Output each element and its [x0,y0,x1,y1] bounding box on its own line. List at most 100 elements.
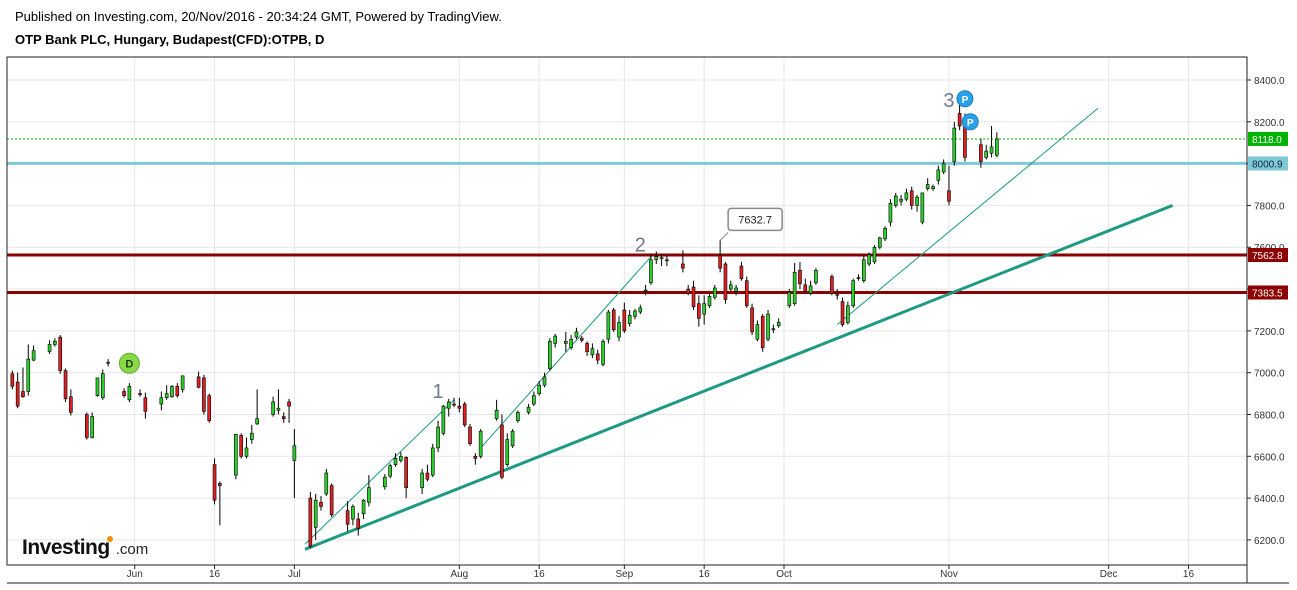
candle [250,424,254,444]
candle [143,392,148,419]
candle-body-down [452,403,456,406]
candle [638,304,643,315]
candle [388,463,392,479]
pivot-marker: P [961,113,979,131]
y-tick-label: 7800.0 [1254,201,1285,212]
candle-body-up [548,341,552,369]
candle [441,405,446,436]
marker-text: P [962,95,969,106]
candle-body-down [10,373,15,387]
candle-body-up [516,412,520,422]
candle-body-up [627,314,632,324]
wave-label: 1 [433,381,444,403]
candle-body-up [814,269,818,284]
candle [313,493,318,540]
candle [920,192,925,225]
horizontal-levels [7,138,1247,294]
resistance-price-tag-bg [1248,248,1288,263]
candle-body-up [505,439,510,465]
candle [356,512,361,536]
candle-body-up [755,324,760,340]
candle-body-up [925,184,930,190]
candle [10,370,15,390]
candle [31,345,36,362]
candle [947,165,951,206]
candle [904,188,909,202]
candle-body-up [234,434,238,476]
candle [69,389,73,416]
candle [750,303,754,336]
candle [281,412,286,423]
candle-body-down [723,263,728,300]
candle-body-down [457,405,462,409]
candle [622,302,627,333]
candle [308,491,313,549]
candle [681,250,685,273]
candle [617,316,621,342]
candle [537,381,541,396]
candle [106,359,110,367]
candle-body-up [532,395,536,405]
candle-body-up [734,287,738,292]
candle-body-up [324,472,329,495]
candle [202,374,206,415]
candle-body-down [196,376,201,388]
candle-body-up [180,375,185,390]
candle [452,397,456,408]
candle [883,226,887,241]
candle-body-up [893,195,898,206]
candle [138,389,142,397]
candle [170,385,174,398]
x-tick-label: Sep [615,569,633,580]
support-price-tag-bg [1248,156,1288,171]
candle [367,475,371,507]
candle [899,194,903,206]
candle [590,343,595,359]
candle [63,368,68,402]
candle-body-up [563,341,568,344]
candle-body-up [952,127,957,162]
candle [649,253,653,285]
candle [957,100,962,131]
candle [835,289,840,300]
candle-body-down [686,288,691,294]
candle [627,309,632,327]
resistance-price-tag-text: 7383.5 [1252,288,1283,299]
logo-brand: Investing [22,536,110,559]
candle [579,336,584,343]
candle [739,261,744,281]
candle-body-down [718,255,722,269]
candle-body-up [771,328,776,331]
candle [814,268,818,285]
candle-body-down [909,190,914,206]
candle-body-down [69,396,73,413]
candle [787,289,792,308]
candle-body-up [995,138,999,156]
candle [329,483,334,517]
candle [691,280,696,310]
candle [808,280,813,296]
y-tick-label: 6200.0 [1254,536,1285,547]
candle-body-up [47,344,52,353]
candle-body-up [776,322,781,326]
axes: 6200.06400.06600.06800.07000.07200.07400… [127,76,1285,580]
candle [196,371,201,389]
callout-pointer [719,231,729,241]
candle [164,385,169,400]
candle [239,433,243,459]
candle [697,295,701,327]
candle [707,293,712,308]
candle [862,255,866,283]
published-info: Published on Investing.com, 20/Nov/2016 … [15,9,502,24]
candle-body-down [957,113,962,127]
candle-body-up [26,358,31,392]
candle [526,404,531,415]
candle [574,327,579,340]
candle [100,369,105,400]
resistance-price-tag-text: 7562.8 [1252,251,1283,262]
candle [180,375,185,393]
candle-body-down [579,337,584,341]
candle-body-up [542,376,547,386]
candle-body-down [63,370,68,400]
candle [510,429,515,448]
